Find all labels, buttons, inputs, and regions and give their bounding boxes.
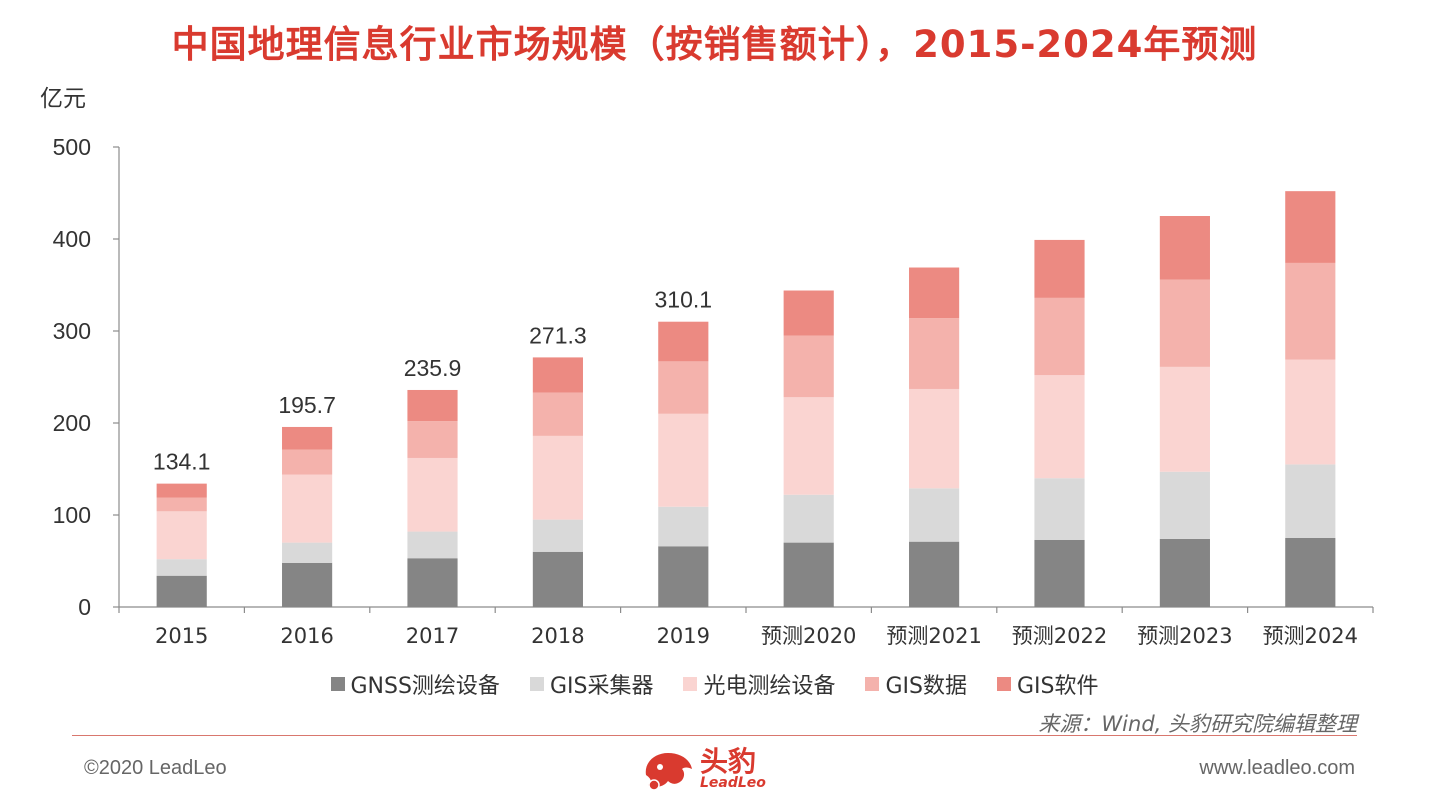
- bar-segment: [658, 506, 709, 547]
- bar-segment: [909, 267, 960, 319]
- legend-entry: 光电测绘设备: [683, 668, 835, 700]
- bar-segment: [156, 575, 207, 607]
- legend-swatch: [529, 677, 544, 691]
- bar-segment: [282, 542, 333, 563]
- bar-segment: [783, 397, 834, 495]
- legend-label: GIS软件: [1016, 674, 1099, 699]
- bar-segment: [407, 421, 458, 458]
- bar-segment: [783, 290, 834, 336]
- legend-entry: GIS软件: [996, 668, 1099, 700]
- bar-segment: [1034, 478, 1085, 540]
- legend-entry: GIS采集器: [529, 668, 654, 700]
- bar-segment: [658, 361, 709, 414]
- bar-segment: [1034, 239, 1085, 298]
- bar-segment: [156, 511, 207, 560]
- footer-divider: [72, 735, 1357, 736]
- logo-cn-text: 头豹: [700, 745, 757, 778]
- x-tick-label: 预测2022: [1012, 624, 1107, 648]
- bar-segment: [282, 449, 333, 475]
- bar-segment: [532, 392, 583, 436]
- bar-segment: [532, 551, 583, 607]
- legend-entry: GIS数据: [865, 668, 967, 700]
- bar-segment: [783, 335, 834, 398]
- y-tick-label: 400: [53, 226, 91, 252]
- bar-segment: [909, 318, 960, 389]
- website-link[interactable]: www.leadleo.com: [1199, 757, 1355, 779]
- legend: GNSS测绘设备 GIS采集器 光电测绘设备 GIS数据 GIS软件: [0, 668, 1429, 700]
- bar-segment: [783, 542, 834, 607]
- bar-segment: [1159, 216, 1210, 280]
- bar-segment: [909, 488, 960, 542]
- x-tick-label: 预测2021: [886, 624, 981, 648]
- legend-swatch: [683, 677, 698, 691]
- y-tick-label: 100: [53, 502, 91, 528]
- x-tick-label: 2019: [657, 624, 710, 648]
- leadleo-logo: 头豹 LeadLeo: [640, 745, 766, 793]
- bar-segment: [156, 483, 207, 498]
- leopard-logo-icon: [645, 753, 692, 791]
- bar-segment: [407, 457, 458, 532]
- x-tick-label: 2017: [406, 624, 459, 648]
- bar-segment: [1285, 538, 1336, 607]
- y-tick-label: 0: [78, 594, 91, 620]
- bar-segment: [909, 388, 960, 489]
- legend-label: GNSS测绘设备: [350, 674, 500, 699]
- x-tick-label: 2018: [531, 624, 584, 648]
- bar-segment: [1034, 539, 1085, 607]
- bar-segment: [1034, 297, 1085, 376]
- chart-title: 中国地理信息行业市场规模（按销售额计），2015-2024年预测: [171, 23, 1258, 66]
- bar-segment: [532, 519, 583, 552]
- legend-label: GIS数据: [885, 674, 967, 699]
- y-tick-label: 200: [53, 410, 91, 436]
- legend-swatch: [996, 677, 1011, 691]
- legend-swatch: [330, 677, 345, 691]
- logo-en-text: LeadLeo: [700, 775, 766, 791]
- copyright: ©2020 LeadLeo: [84, 757, 227, 779]
- bar-segment: [658, 413, 709, 507]
- legend-label: 光电测绘设备: [703, 674, 836, 699]
- bar-segment: [658, 546, 709, 607]
- bar-segment: [282, 562, 333, 607]
- x-tick-label: 预测2020: [761, 624, 856, 648]
- y-tick-label: 300: [53, 318, 91, 344]
- bar-segment: [1159, 471, 1210, 539]
- total-data-label: 235.9: [404, 355, 462, 381]
- bar-segment: [658, 321, 709, 362]
- bar-segment: [783, 494, 834, 543]
- bar-segment: [1285, 359, 1336, 465]
- bar-segment: [407, 558, 458, 607]
- bar-segment: [1285, 464, 1336, 538]
- total-data-label: 134.1: [153, 449, 211, 475]
- y-axis-unit: 亿元: [40, 86, 86, 112]
- bar-segment: [1285, 262, 1336, 360]
- source-note: 来源：Wind, 头豹研究院编辑整理: [1038, 712, 1357, 736]
- bar-segment: [1159, 366, 1210, 472]
- x-tick-label: 2016: [280, 624, 333, 648]
- bar-segment: [1159, 279, 1210, 367]
- x-tick-label: 预测2023: [1137, 624, 1232, 648]
- legend-label: GIS采集器: [549, 674, 654, 699]
- x-tick-label: 预测2024: [1263, 624, 1358, 648]
- total-data-label: 195.7: [278, 392, 336, 418]
- bar-segment: [532, 357, 583, 393]
- total-data-label: 310.1: [655, 287, 713, 313]
- x-tick-label: 2015: [155, 624, 208, 648]
- legend-swatch: [865, 677, 880, 691]
- legend-entry: GNSS测绘设备: [330, 668, 500, 700]
- bar-segment: [407, 389, 458, 422]
- total-data-label: 271.3: [529, 322, 587, 348]
- bar-segment: [282, 474, 333, 543]
- bar-segment: [407, 531, 458, 559]
- bar-segment: [156, 497, 207, 512]
- bar-segment: [282, 426, 333, 450]
- bar-segment: [909, 541, 960, 607]
- bar-segment: [1034, 375, 1085, 479]
- bar-segment: [156, 559, 207, 576]
- bar-segment: [1285, 191, 1336, 263]
- bar-segment: [1159, 538, 1210, 607]
- bar-segment: [532, 435, 583, 520]
- y-tick-label: 500: [53, 134, 91, 160]
